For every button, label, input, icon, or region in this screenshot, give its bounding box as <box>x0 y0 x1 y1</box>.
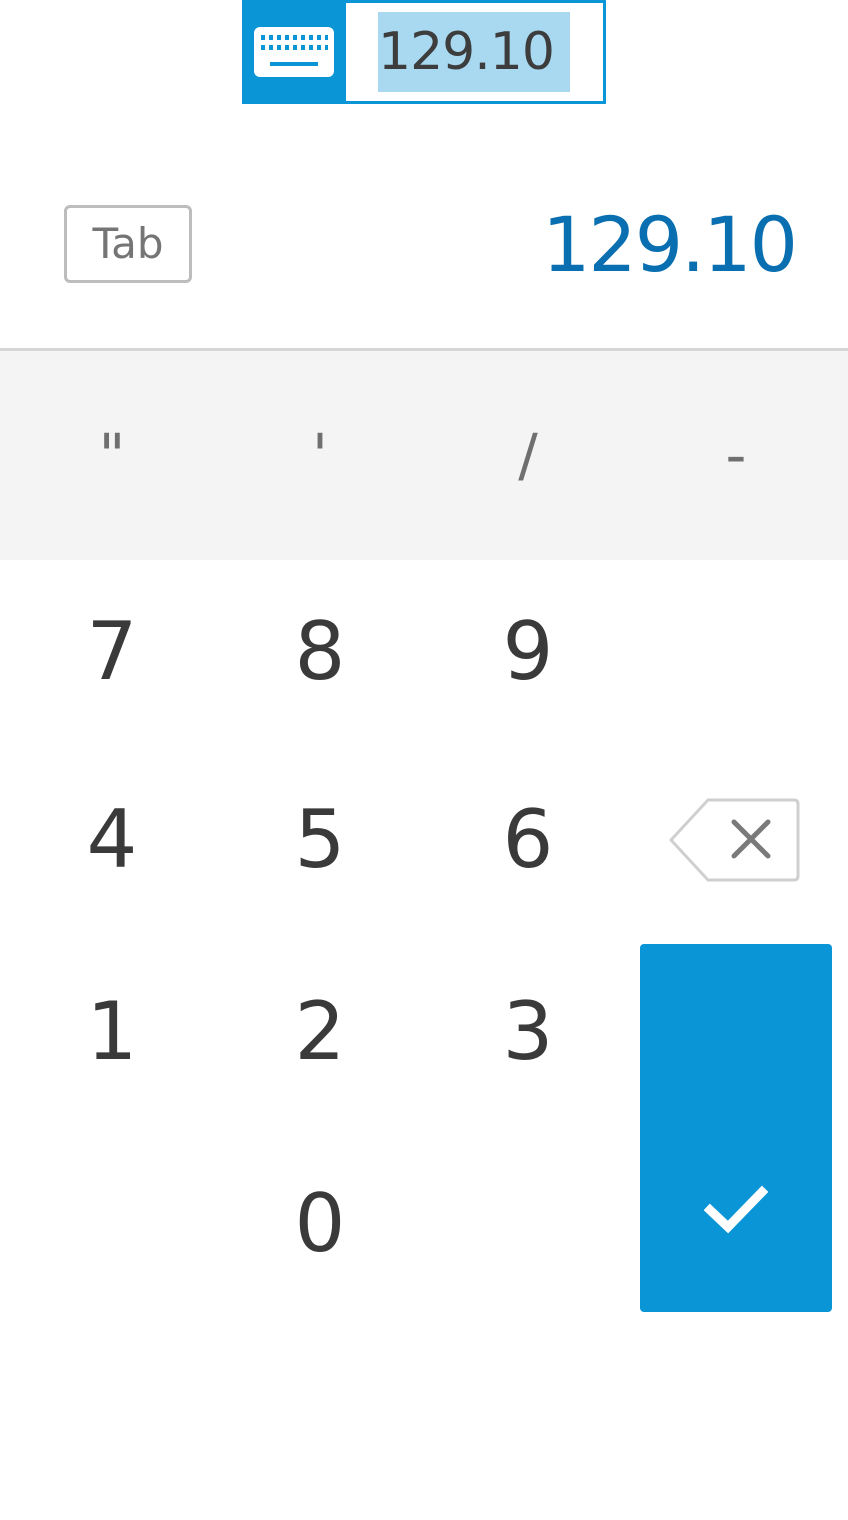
key-double-quote[interactable]: " <box>98 421 126 489</box>
key-2[interactable]: 2 <box>294 985 346 1078</box>
key-4[interactable]: 4 <box>86 793 138 886</box>
key-7[interactable]: 7 <box>86 605 138 698</box>
key-6[interactable]: 6 <box>502 793 554 886</box>
tab-key[interactable]: Tab <box>64 205 192 283</box>
key-dash[interactable]: - <box>725 421 747 489</box>
key-9[interactable]: 9 <box>502 605 554 698</box>
confirm-button[interactable] <box>640 944 832 1312</box>
keyboard-toggle-button[interactable] <box>242 0 346 104</box>
backspace-button[interactable] <box>668 798 800 882</box>
checkmark-icon <box>704 1185 768 1234</box>
value-input-field[interactable]: 129.10 <box>242 0 606 104</box>
divider <box>0 348 848 351</box>
key-3[interactable]: 3 <box>502 985 554 1078</box>
symbol-row: " ' / - <box>0 351 848 560</box>
key-single-quote[interactable]: ' <box>312 421 328 489</box>
backspace-icon <box>669 798 800 882</box>
key-0[interactable]: 0 <box>294 1177 346 1270</box>
value-display: 129.10 <box>542 200 798 289</box>
text-selection-highlight <box>378 12 570 92</box>
keyboard-icon <box>254 27 334 77</box>
key-5[interactable]: 5 <box>294 793 346 886</box>
key-8[interactable]: 8 <box>294 605 346 698</box>
input-value: 129.10 <box>378 22 555 82</box>
key-1[interactable]: 1 <box>86 985 138 1078</box>
key-slash[interactable]: / <box>518 421 538 489</box>
